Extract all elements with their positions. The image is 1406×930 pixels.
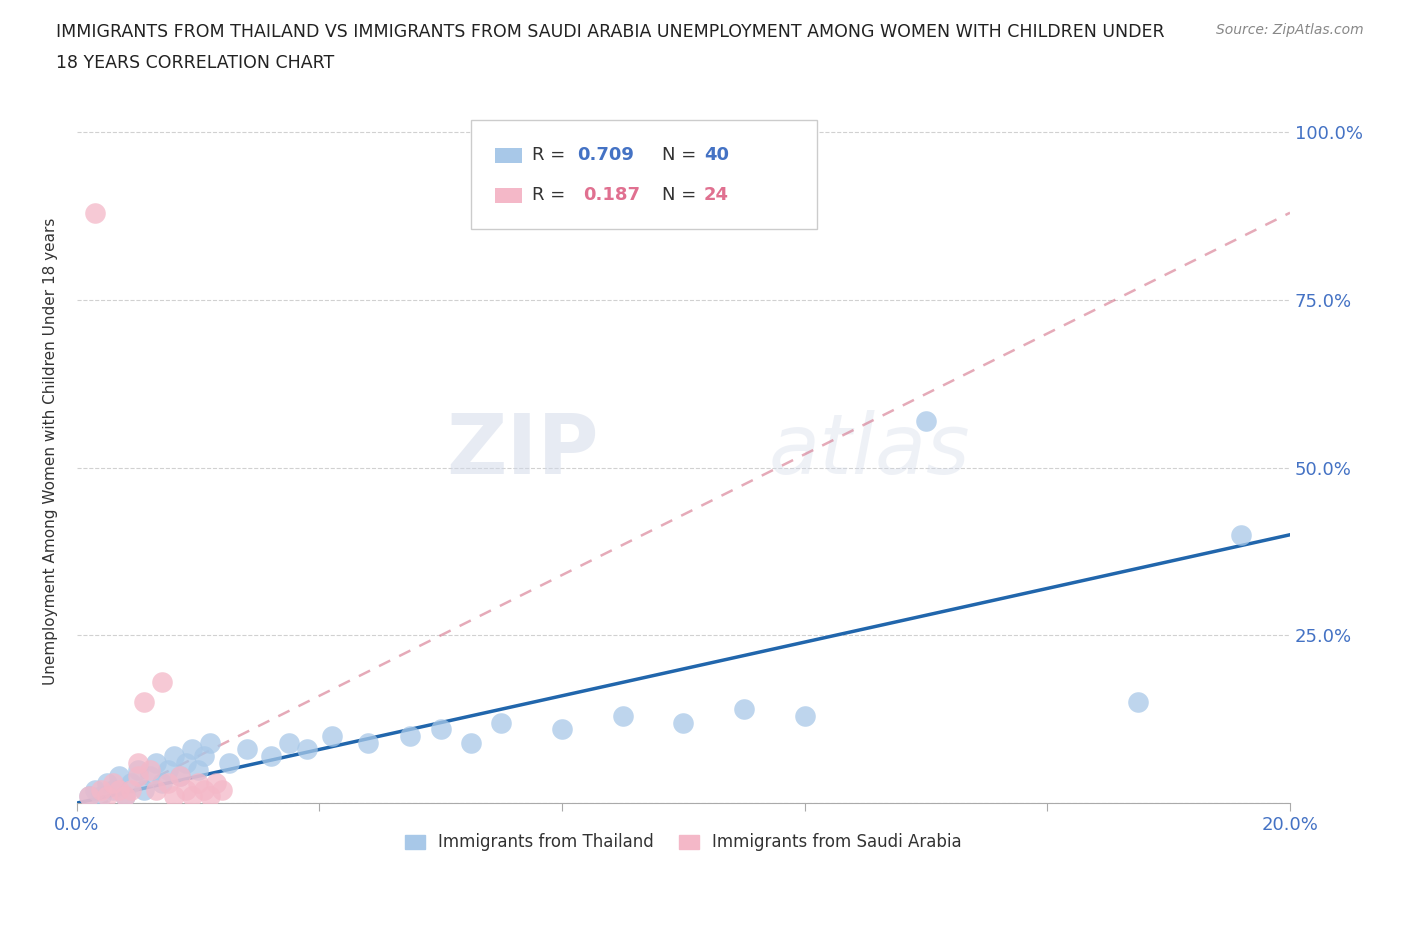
- Text: 0.187: 0.187: [582, 186, 640, 205]
- Point: [187, 776, 209, 790]
- Point: [145, 782, 167, 797]
- Point: [612, 709, 634, 724]
- Point: [1230, 527, 1253, 542]
- Point: [108, 769, 131, 784]
- Point: [163, 749, 186, 764]
- Point: [77, 789, 100, 804]
- Point: [145, 755, 167, 770]
- Text: R =: R =: [531, 186, 576, 205]
- Text: R =: R =: [531, 146, 571, 165]
- Point: [150, 675, 173, 690]
- Point: [181, 742, 204, 757]
- Point: [321, 728, 343, 743]
- Bar: [495, 148, 522, 163]
- Point: [127, 762, 149, 777]
- Point: [460, 736, 482, 751]
- Point: [132, 782, 155, 797]
- Point: [90, 782, 112, 797]
- Text: 24: 24: [704, 186, 730, 205]
- Point: [121, 776, 143, 790]
- Bar: [495, 188, 522, 203]
- Point: [174, 782, 197, 797]
- Point: [138, 769, 160, 784]
- Point: [84, 206, 107, 220]
- Point: [84, 782, 107, 797]
- Text: ZIP: ZIP: [446, 410, 599, 491]
- Point: [551, 722, 574, 737]
- Point: [491, 715, 513, 730]
- Point: [399, 728, 422, 743]
- Point: [205, 776, 228, 790]
- Point: [200, 789, 222, 804]
- Point: [150, 776, 173, 790]
- Point: [218, 755, 240, 770]
- Point: [430, 722, 453, 737]
- Text: IMMIGRANTS FROM THAILAND VS IMMIGRANTS FROM SAUDI ARABIA UNEMPLOYMENT AMONG WOME: IMMIGRANTS FROM THAILAND VS IMMIGRANTS F…: [56, 23, 1164, 41]
- Point: [793, 709, 815, 724]
- Point: [96, 776, 118, 790]
- Text: 0.709: 0.709: [576, 146, 634, 165]
- Point: [114, 789, 136, 804]
- FancyBboxPatch shape: [471, 120, 817, 229]
- Point: [1128, 695, 1150, 710]
- Point: [114, 789, 136, 804]
- Point: [733, 702, 755, 717]
- Point: [181, 789, 204, 804]
- Point: [235, 742, 257, 757]
- Point: [193, 749, 215, 764]
- Text: N =: N =: [662, 146, 702, 165]
- Point: [156, 762, 179, 777]
- Y-axis label: Unemployment Among Women with Children Under 18 years: Unemployment Among Women with Children U…: [44, 218, 58, 684]
- Point: [96, 789, 118, 804]
- Text: atlas: atlas: [768, 410, 970, 491]
- Point: [121, 782, 143, 797]
- Point: [90, 789, 112, 804]
- Point: [211, 782, 233, 797]
- Point: [127, 769, 149, 784]
- Text: Source: ZipAtlas.com: Source: ZipAtlas.com: [1216, 23, 1364, 37]
- Point: [169, 769, 191, 784]
- Point: [103, 776, 125, 790]
- Point: [138, 762, 160, 777]
- Point: [169, 769, 191, 784]
- Text: N =: N =: [662, 186, 702, 205]
- Text: 40: 40: [704, 146, 730, 165]
- Legend: Immigrants from Thailand, Immigrants from Saudi Arabia: Immigrants from Thailand, Immigrants fro…: [398, 827, 969, 858]
- Point: [915, 413, 938, 428]
- Point: [297, 742, 319, 757]
- Point: [357, 736, 380, 751]
- Point: [278, 736, 301, 751]
- Point: [200, 736, 222, 751]
- Text: 18 YEARS CORRELATION CHART: 18 YEARS CORRELATION CHART: [56, 54, 335, 72]
- Point: [260, 749, 283, 764]
- Point: [77, 789, 100, 804]
- Point: [672, 715, 695, 730]
- Point: [193, 782, 215, 797]
- Point: [156, 776, 179, 790]
- Point: [163, 789, 186, 804]
- Point: [108, 782, 131, 797]
- Point: [174, 755, 197, 770]
- Point: [127, 755, 149, 770]
- Point: [187, 762, 209, 777]
- Point: [132, 695, 155, 710]
- Point: [103, 782, 125, 797]
